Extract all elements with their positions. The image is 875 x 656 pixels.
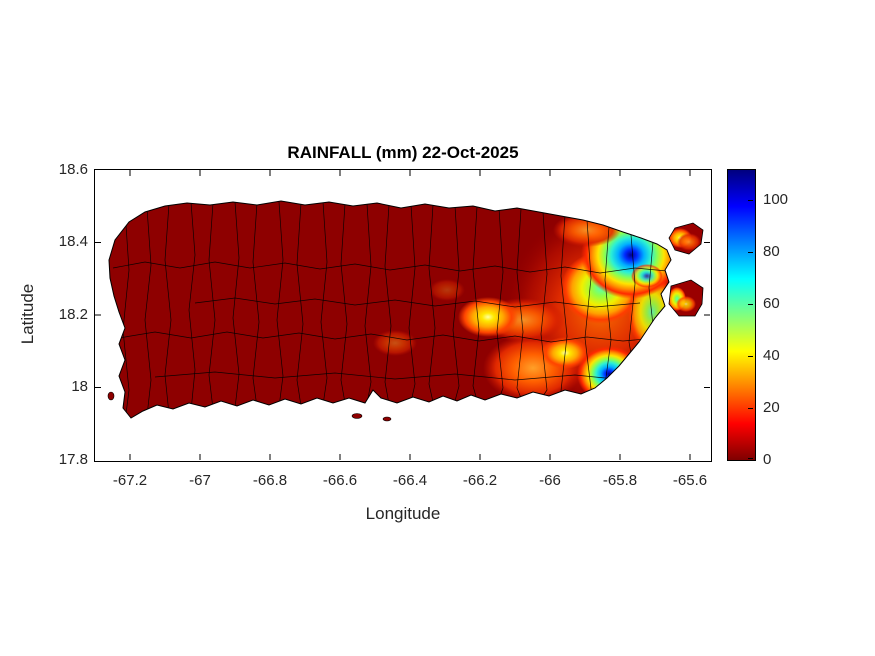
x-tick-label: -66.8 [252, 472, 288, 489]
x-tick-label: -65.8 [602, 472, 638, 489]
colorbar-tick [748, 252, 753, 253]
x-tick-label: -66.6 [322, 472, 358, 489]
x-tick-label: -66.2 [462, 472, 498, 489]
x-tick-label: -67 [189, 472, 211, 489]
colorbar-tick [748, 304, 753, 305]
x-axis-label: Longitude [365, 504, 441, 523]
colorbar-tick-label: 20 [763, 399, 780, 416]
plot-area [94, 169, 712, 462]
colorbar-tick [748, 200, 753, 201]
offshore-islets [107, 391, 392, 422]
y-tick-label: 18.6 [58, 161, 88, 178]
colorbar [727, 169, 756, 461]
x-tick-label: -67.2 [112, 472, 148, 489]
colorbar-tick-label: 80 [763, 243, 780, 260]
y-axis-label: Latitude [18, 283, 37, 345]
colorbar-tick-label: 60 [763, 295, 780, 312]
rainfall-field [109, 201, 671, 418]
puerto-rico-rainfall-map [95, 170, 710, 460]
colorbar-tick-label: 0 [763, 451, 772, 468]
x-tick-label: -66.4 [392, 472, 428, 489]
east-fragment-upper [668, 222, 704, 255]
y-tick-label: 18 [71, 378, 88, 395]
coastline [108, 200, 672, 419]
y-tick-label: 18.2 [58, 306, 88, 323]
y-tick-label: 18.4 [58, 233, 88, 250]
colorbar-tick-label: 40 [763, 347, 780, 364]
colorbar-tick [748, 356, 753, 357]
x-tick-label: -65.6 [672, 472, 708, 489]
colorbar-tick [748, 458, 753, 459]
axis-tick-marks [95, 170, 710, 460]
x-tick-label: -66 [539, 472, 561, 489]
colorbar-tick [748, 408, 753, 409]
chart-title: RAINFALL (mm) 22-Oct-2025 [287, 143, 519, 162]
y-tick-label: 17.8 [58, 451, 88, 468]
east-fragment-lower [668, 279, 704, 317]
colorbar-tick-label: 100 [763, 191, 789, 208]
